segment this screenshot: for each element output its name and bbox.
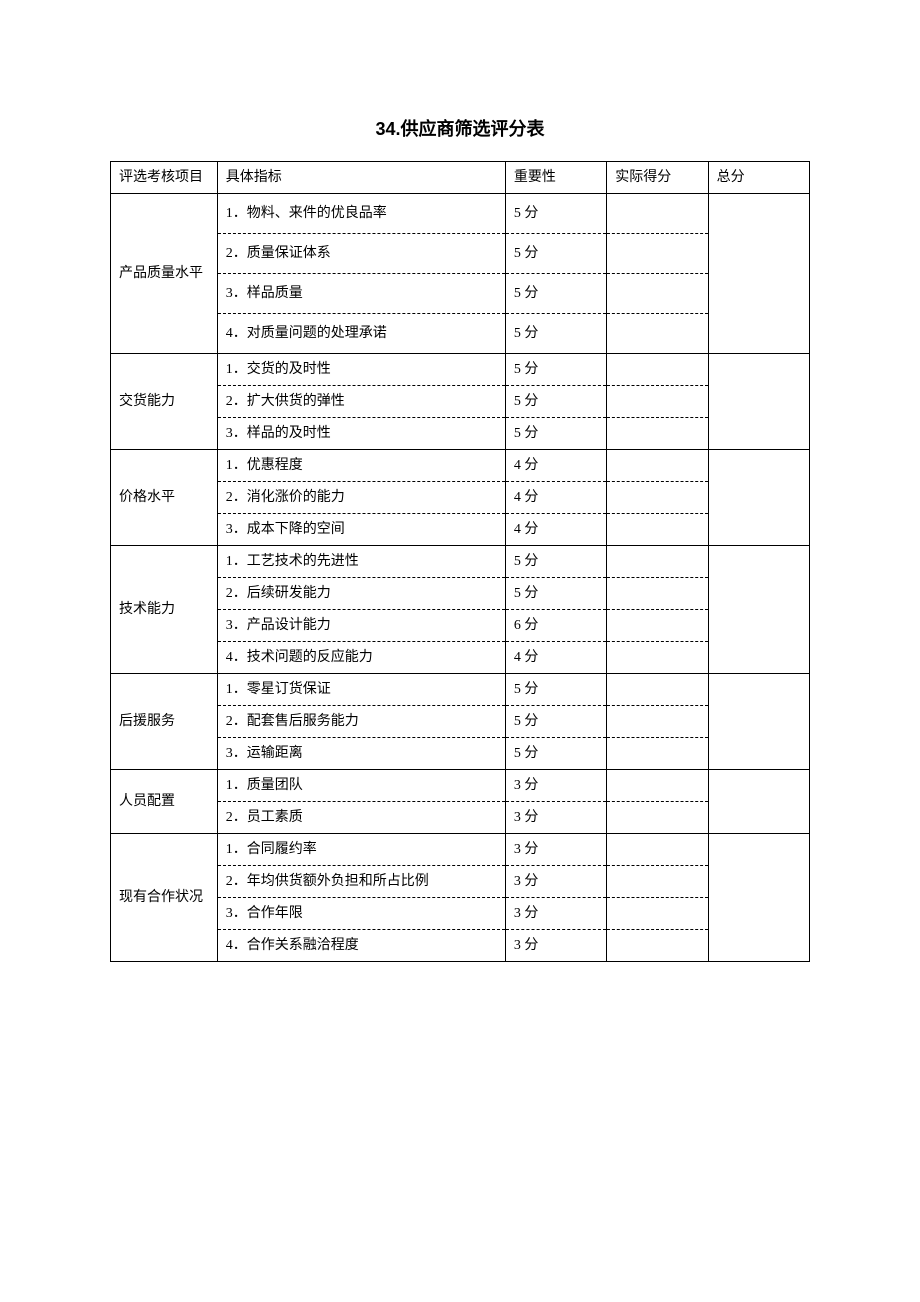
indicator-cell: 2．配套售后服务能力 — [217, 706, 505, 738]
actual-score-cell — [607, 418, 708, 450]
importance-cell: 6 分 — [505, 610, 606, 642]
actual-score-cell — [607, 770, 708, 802]
importance-cell: 5 分 — [505, 738, 606, 770]
actual-score-cell — [607, 450, 708, 482]
indicator-cell: 2．质量保证体系 — [217, 234, 505, 274]
actual-score-cell — [607, 354, 708, 386]
actual-score-cell — [607, 834, 708, 866]
category-cell: 技术能力 — [111, 546, 218, 674]
importance-cell: 3 分 — [505, 770, 606, 802]
table-row: 交货能力1．交货的及时性5 分 — [111, 354, 810, 386]
indicator-cell: 2．年均供货额外负担和所占比例 — [217, 866, 505, 898]
header-importance: 重要性 — [505, 162, 606, 194]
actual-score-cell — [607, 194, 708, 234]
importance-cell: 5 分 — [505, 274, 606, 314]
importance-cell: 5 分 — [505, 354, 606, 386]
importance-cell: 3 分 — [505, 834, 606, 866]
importance-cell: 5 分 — [505, 418, 606, 450]
importance-cell: 5 分 — [505, 234, 606, 274]
indicator-cell: 1．交货的及时性 — [217, 354, 505, 386]
actual-score-cell — [607, 898, 708, 930]
category-cell: 交货能力 — [111, 354, 218, 450]
actual-score-cell — [607, 274, 708, 314]
total-cell — [708, 450, 809, 546]
importance-cell: 4 分 — [505, 482, 606, 514]
indicator-cell: 1．优惠程度 — [217, 450, 505, 482]
actual-score-cell — [607, 642, 708, 674]
actual-score-cell — [607, 386, 708, 418]
actual-score-cell — [607, 234, 708, 274]
indicator-cell: 2．消化涨价的能力 — [217, 482, 505, 514]
indicator-cell: 3．样品质量 — [217, 274, 505, 314]
indicator-cell: 1．零星订货保证 — [217, 674, 505, 706]
table-row: 人员配置1．质量团队3 分 — [111, 770, 810, 802]
evaluation-table: 评选考核项目具体指标重要性实际得分总分产品质量水平1．物料、来件的优良品率5 分… — [110, 161, 810, 962]
total-cell — [708, 194, 809, 354]
importance-cell: 4 分 — [505, 450, 606, 482]
category-cell: 人员配置 — [111, 770, 218, 834]
importance-cell: 5 分 — [505, 546, 606, 578]
total-cell — [708, 546, 809, 674]
importance-cell: 5 分 — [505, 578, 606, 610]
page-title: 34.供应商筛选评分表 — [110, 115, 810, 141]
importance-cell: 5 分 — [505, 386, 606, 418]
table-row: 价格水平1．优惠程度4 分 — [111, 450, 810, 482]
importance-cell: 3 分 — [505, 898, 606, 930]
actual-score-cell — [607, 802, 708, 834]
indicator-cell: 3．运输距离 — [217, 738, 505, 770]
indicator-cell: 4．技术问题的反应能力 — [217, 642, 505, 674]
importance-cell: 5 分 — [505, 674, 606, 706]
category-cell: 现有合作状况 — [111, 834, 218, 962]
header-actual-score: 实际得分 — [607, 162, 708, 194]
actual-score-cell — [607, 930, 708, 962]
importance-cell: 5 分 — [505, 314, 606, 354]
actual-score-cell — [607, 866, 708, 898]
importance-cell: 3 分 — [505, 866, 606, 898]
table-row: 后援服务1．零星订货保证5 分 — [111, 674, 810, 706]
indicator-cell: 3．成本下降的空间 — [217, 514, 505, 546]
header-category: 评选考核项目 — [111, 162, 218, 194]
actual-score-cell — [607, 706, 708, 738]
header-total: 总分 — [708, 162, 809, 194]
header-indicator: 具体指标 — [217, 162, 505, 194]
actual-score-cell — [607, 610, 708, 642]
actual-score-cell — [607, 314, 708, 354]
total-cell — [708, 354, 809, 450]
indicator-cell: 1．物料、来件的优良品率 — [217, 194, 505, 234]
importance-cell: 3 分 — [505, 802, 606, 834]
indicator-cell: 1．工艺技术的先进性 — [217, 546, 505, 578]
indicator-cell: 3．产品设计能力 — [217, 610, 505, 642]
actual-score-cell — [607, 546, 708, 578]
table-header-row: 评选考核项目具体指标重要性实际得分总分 — [111, 162, 810, 194]
importance-cell: 3 分 — [505, 930, 606, 962]
indicator-cell: 3．样品的及时性 — [217, 418, 505, 450]
table-row: 现有合作状况1．合同履约率3 分 — [111, 834, 810, 866]
table-row: 技术能力1．工艺技术的先进性5 分 — [111, 546, 810, 578]
category-cell: 价格水平 — [111, 450, 218, 546]
category-cell: 产品质量水平 — [111, 194, 218, 354]
indicator-cell: 1．质量团队 — [217, 770, 505, 802]
actual-score-cell — [607, 482, 708, 514]
indicator-cell: 1．合同履约率 — [217, 834, 505, 866]
indicator-cell: 2．员工素质 — [217, 802, 505, 834]
category-cell: 后援服务 — [111, 674, 218, 770]
total-cell — [708, 770, 809, 834]
actual-score-cell — [607, 514, 708, 546]
indicator-cell: 4．合作关系融洽程度 — [217, 930, 505, 962]
actual-score-cell — [607, 738, 708, 770]
importance-cell: 4 分 — [505, 514, 606, 546]
actual-score-cell — [607, 578, 708, 610]
table-row: 产品质量水平1．物料、来件的优良品率5 分 — [111, 194, 810, 234]
actual-score-cell — [607, 674, 708, 706]
total-cell — [708, 834, 809, 962]
indicator-cell: 2．扩大供货的弹性 — [217, 386, 505, 418]
indicator-cell: 3．合作年限 — [217, 898, 505, 930]
importance-cell: 4 分 — [505, 642, 606, 674]
total-cell — [708, 674, 809, 770]
indicator-cell: 2．后续研发能力 — [217, 578, 505, 610]
importance-cell: 5 分 — [505, 706, 606, 738]
indicator-cell: 4．对质量问题的处理承诺 — [217, 314, 505, 354]
importance-cell: 5 分 — [505, 194, 606, 234]
